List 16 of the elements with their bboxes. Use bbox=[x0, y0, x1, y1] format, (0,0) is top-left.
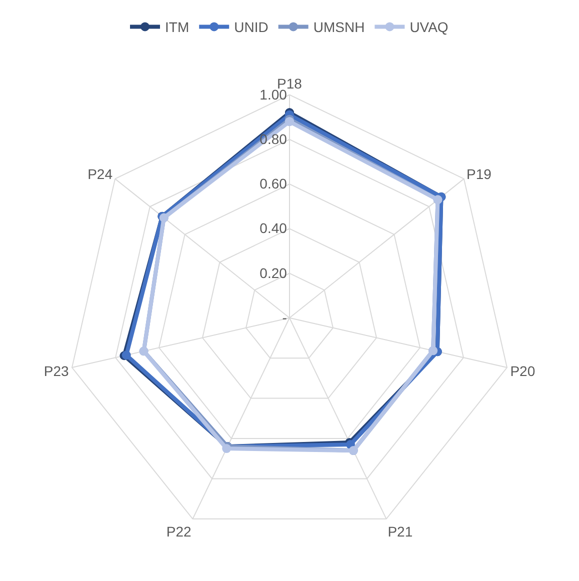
y-tick-label: 0.80 bbox=[260, 130, 288, 147]
y-tick-label: 0.60 bbox=[260, 176, 288, 192]
spoke-label: P23 bbox=[44, 363, 69, 380]
legend-label: ITM bbox=[165, 19, 190, 36]
spoke-label: P24 bbox=[88, 166, 113, 182]
spoke-label: P21 bbox=[388, 524, 413, 540]
y-tick-label: 0.20 bbox=[260, 264, 288, 281]
spoke-label: P20 bbox=[510, 363, 536, 380]
y-tick-label: 1.00 bbox=[260, 86, 288, 102]
y-tick-label: - bbox=[282, 309, 288, 326]
legend-label: UVAQ bbox=[410, 19, 448, 36]
legend-label: UNID bbox=[234, 19, 268, 36]
y-tick-label: 0.40 bbox=[260, 220, 288, 236]
spoke-label: P22 bbox=[166, 524, 192, 540]
legend-label: UMSNH bbox=[313, 19, 365, 36]
spoke-label: P19 bbox=[466, 166, 492, 182]
